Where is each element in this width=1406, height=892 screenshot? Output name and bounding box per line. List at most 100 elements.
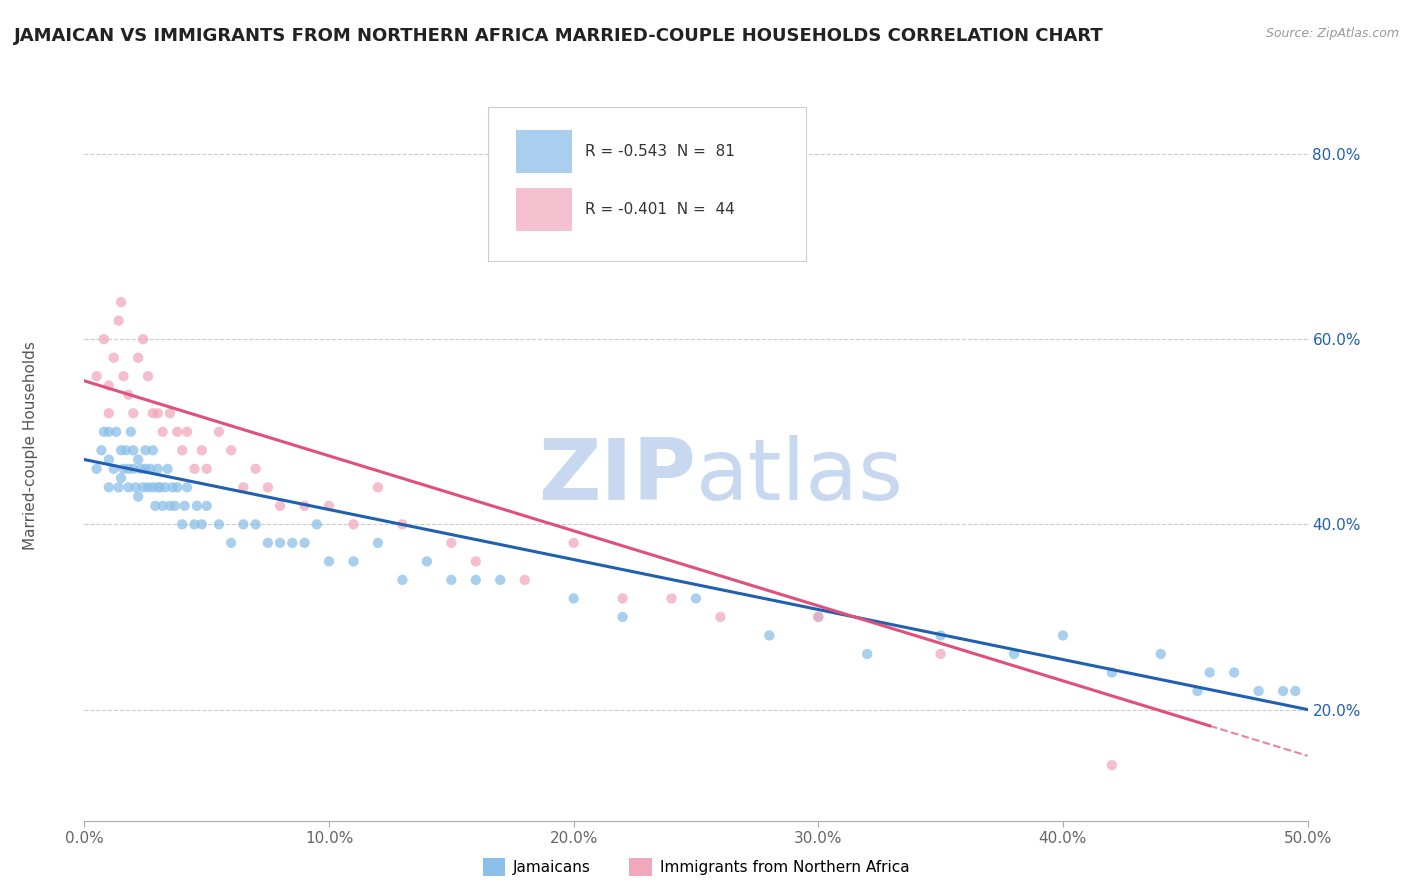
- Point: [191, 517, 214, 532]
- Point: [257, 480, 280, 494]
- Point: [709, 610, 731, 624]
- Point: [183, 462, 205, 476]
- Point: [245, 462, 267, 476]
- Point: [122, 462, 145, 476]
- Point: [685, 591, 707, 606]
- Point: [112, 462, 135, 476]
- Point: [391, 517, 413, 532]
- Text: ZIP: ZIP: [538, 435, 696, 518]
- Point: [856, 647, 879, 661]
- Point: [152, 499, 174, 513]
- Point: [156, 462, 179, 476]
- Point: [163, 499, 186, 513]
- Point: [90, 443, 112, 458]
- Point: [125, 480, 148, 494]
- Point: [107, 480, 129, 494]
- Point: [115, 443, 138, 458]
- Point: [172, 517, 194, 532]
- Point: [1284, 684, 1306, 698]
- Point: [305, 517, 328, 532]
- Point: [135, 443, 157, 458]
- Point: [132, 332, 155, 346]
- Point: [219, 536, 242, 550]
- Point: [146, 406, 169, 420]
- Point: [1198, 665, 1220, 680]
- Point: [929, 628, 952, 642]
- Point: [208, 517, 231, 532]
- Point: [105, 425, 128, 439]
- Point: [245, 517, 267, 532]
- Point: [117, 480, 139, 494]
- Point: [152, 425, 174, 439]
- Point: [166, 480, 188, 494]
- Point: [464, 554, 486, 568]
- Point: [112, 369, 135, 384]
- Point: [195, 499, 218, 513]
- Text: Married-couple Households: Married-couple Households: [24, 342, 38, 550]
- Point: [129, 462, 152, 476]
- Point: [269, 499, 291, 513]
- Point: [367, 480, 389, 494]
- Point: [97, 452, 120, 467]
- Point: [176, 480, 198, 494]
- Point: [562, 591, 585, 606]
- Point: [93, 425, 115, 439]
- Point: [146, 462, 169, 476]
- Point: [342, 554, 364, 568]
- Point: [117, 388, 139, 402]
- Point: [149, 480, 172, 494]
- Point: [612, 610, 634, 624]
- Point: [464, 573, 486, 587]
- Point: [122, 406, 145, 420]
- Point: [513, 573, 536, 587]
- Point: [367, 536, 389, 550]
- Point: [294, 499, 316, 513]
- Point: [166, 425, 188, 439]
- Point: [86, 462, 108, 476]
- Point: [1247, 684, 1270, 698]
- Point: [318, 499, 340, 513]
- Point: [232, 480, 254, 494]
- Point: [661, 591, 683, 606]
- Point: [208, 425, 231, 439]
- Point: [136, 369, 159, 384]
- Point: [127, 452, 149, 467]
- Point: [807, 610, 830, 624]
- Point: [257, 536, 280, 550]
- Point: [489, 573, 512, 587]
- Point: [110, 295, 132, 310]
- Point: [146, 480, 169, 494]
- Point: [183, 517, 205, 532]
- Point: [135, 462, 157, 476]
- FancyBboxPatch shape: [516, 130, 572, 173]
- Point: [117, 462, 139, 476]
- Point: [1101, 665, 1123, 680]
- Point: [97, 480, 120, 494]
- Point: [107, 313, 129, 327]
- Point: [172, 443, 194, 458]
- Point: [219, 443, 242, 458]
- Point: [159, 499, 181, 513]
- Text: atlas: atlas: [696, 435, 904, 518]
- Point: [153, 480, 176, 494]
- Point: [110, 471, 132, 485]
- Point: [142, 406, 165, 420]
- Text: R = -0.401  N =  44: R = -0.401 N = 44: [585, 202, 734, 218]
- Point: [186, 499, 208, 513]
- Point: [232, 517, 254, 532]
- FancyBboxPatch shape: [516, 188, 572, 231]
- Point: [1101, 758, 1123, 772]
- Point: [294, 536, 316, 550]
- Point: [97, 378, 120, 392]
- Point: [758, 628, 780, 642]
- Point: [139, 462, 162, 476]
- Point: [143, 499, 166, 513]
- Point: [1187, 684, 1209, 698]
- Text: Source: ZipAtlas.com: Source: ZipAtlas.com: [1265, 27, 1399, 40]
- Point: [97, 406, 120, 420]
- Point: [612, 591, 634, 606]
- Point: [440, 573, 463, 587]
- Point: [318, 554, 340, 568]
- Point: [929, 647, 952, 661]
- Point: [1272, 684, 1295, 698]
